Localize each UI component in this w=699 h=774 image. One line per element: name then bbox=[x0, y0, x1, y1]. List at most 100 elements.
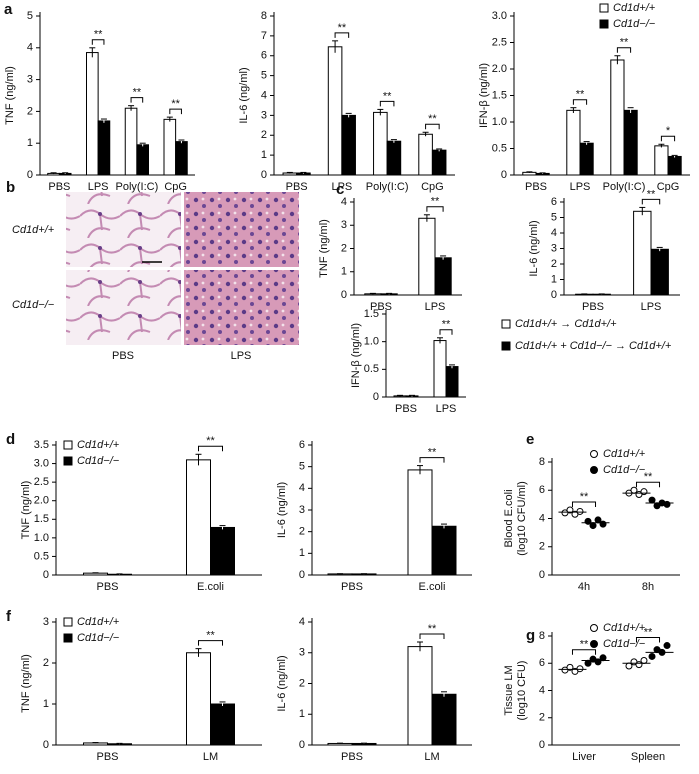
significance-label: ** bbox=[580, 639, 589, 651]
y-tick-label: 3.0 bbox=[492, 10, 507, 22]
y-tick-label: 1 bbox=[27, 137, 33, 149]
x-tick-label: LPS bbox=[331, 181, 352, 193]
dot bbox=[648, 652, 656, 660]
dot bbox=[589, 522, 597, 530]
dot bbox=[594, 658, 602, 666]
legend-marker bbox=[590, 624, 598, 632]
x-tick-label: CpG bbox=[657, 181, 680, 193]
legend-label: Cd1d+/+ bbox=[77, 616, 120, 628]
legend-marker bbox=[501, 319, 511, 329]
column-label: LPS bbox=[231, 350, 252, 362]
panel-label: f bbox=[6, 608, 12, 625]
x-tick-label: LM bbox=[203, 751, 218, 763]
histology-image bbox=[184, 270, 299, 345]
dot bbox=[584, 517, 592, 525]
y-tick-label: 1.0 bbox=[364, 336, 379, 348]
histology-image bbox=[184, 192, 299, 267]
significance-bracket bbox=[198, 640, 223, 646]
y-axis-label: Blood E.coli bbox=[503, 489, 515, 547]
y-axis-label: IL-6 (ng/ml) bbox=[276, 655, 288, 711]
y-tick-label: 1 bbox=[299, 547, 305, 559]
y-tick-label: 4 bbox=[27, 42, 33, 54]
significance-bracket bbox=[635, 481, 661, 488]
significance-label: ** bbox=[338, 22, 347, 34]
x-tick-label: PBS bbox=[48, 181, 70, 193]
significance-bracket bbox=[641, 198, 661, 205]
legend-marker bbox=[599, 19, 609, 29]
dot bbox=[640, 488, 648, 496]
y-tick-label: 3 bbox=[299, 647, 305, 659]
x-tick-label: LPS bbox=[641, 301, 662, 313]
y-tick-label: 4 bbox=[539, 684, 545, 696]
dot bbox=[635, 661, 643, 669]
dot bbox=[663, 642, 671, 650]
x-tick-label: Poly(I:C) bbox=[603, 181, 646, 193]
y-tick-label: 3 bbox=[341, 219, 347, 231]
y-axis-label: TNF (ng/ml) bbox=[20, 481, 32, 540]
dot bbox=[584, 659, 592, 667]
significance-label: ** bbox=[576, 89, 585, 101]
panel-label: e bbox=[526, 431, 534, 448]
legend-label: Cd1d−/− bbox=[603, 464, 646, 476]
bar bbox=[373, 111, 388, 176]
y-tick-label: 0 bbox=[299, 739, 305, 751]
y-tick-label: 3 bbox=[261, 109, 267, 121]
y-tick-label: 5 bbox=[299, 461, 305, 473]
y-tick-label: 1 bbox=[261, 149, 267, 161]
significance-bracket bbox=[439, 329, 453, 335]
y-tick-label: 4 bbox=[341, 196, 347, 208]
y-tick-label: 0 bbox=[43, 569, 49, 581]
x-tick-label: PBS bbox=[370, 301, 392, 313]
y-tick-label: 0 bbox=[539, 569, 545, 581]
significance-label: ** bbox=[647, 188, 656, 200]
y-tick-label: 0 bbox=[539, 739, 545, 751]
x-tick-label: LM bbox=[424, 751, 439, 763]
y-tick-label: 6 bbox=[299, 439, 305, 451]
y-tick-label: 6 bbox=[261, 50, 267, 62]
x-tick-label: E.coli bbox=[197, 581, 224, 593]
y-tick-label: 3 bbox=[43, 616, 49, 628]
significance-label: * bbox=[666, 125, 671, 137]
legend-marker bbox=[590, 466, 598, 474]
y-tick-label: 0.5 bbox=[34, 550, 49, 562]
significance-bracket bbox=[169, 108, 182, 115]
panel-label: b bbox=[6, 179, 15, 196]
bar bbox=[407, 469, 433, 576]
significance-label: ** bbox=[644, 471, 653, 483]
significance-label: ** bbox=[428, 623, 437, 635]
y-tick-label: 1.5 bbox=[34, 513, 49, 525]
y-tick-label: 6 bbox=[551, 196, 557, 208]
y-tick-label: 2 bbox=[299, 677, 305, 689]
bar bbox=[136, 144, 149, 176]
significance-bracket bbox=[426, 206, 444, 212]
significance-bracket bbox=[425, 123, 440, 130]
x-tick-label: PBS bbox=[286, 181, 308, 193]
legend-marker bbox=[590, 640, 598, 648]
y-tick-label: 0 bbox=[501, 169, 507, 181]
histology-image bbox=[66, 270, 181, 345]
legend-marker bbox=[599, 3, 609, 13]
y-tick-label: 4 bbox=[299, 482, 305, 494]
significance-label: ** bbox=[206, 630, 215, 642]
y-tick-label: 3 bbox=[551, 242, 557, 254]
legend-marker bbox=[63, 633, 73, 643]
bar bbox=[341, 114, 356, 176]
legend-marker bbox=[501, 341, 511, 351]
bar bbox=[327, 46, 343, 176]
y-tick-label: 1 bbox=[341, 266, 347, 278]
legend-label: Cd1d+/+ bbox=[603, 622, 646, 634]
y-tick-label: 2 bbox=[539, 541, 545, 553]
y-axis-label: IFN-β (ng/ml) bbox=[478, 63, 490, 128]
y-tick-label: 1 bbox=[551, 273, 557, 285]
y-tick-label: 0.5 bbox=[492, 142, 507, 154]
y-tick-label: 2.0 bbox=[34, 495, 49, 507]
bar bbox=[579, 142, 594, 176]
y-tick-label: 8 bbox=[539, 456, 545, 468]
bar bbox=[210, 526, 235, 576]
bar bbox=[445, 366, 459, 398]
bar bbox=[124, 107, 138, 176]
dot bbox=[594, 516, 602, 524]
bar bbox=[654, 145, 669, 176]
y-tick-label: 3 bbox=[27, 74, 33, 86]
